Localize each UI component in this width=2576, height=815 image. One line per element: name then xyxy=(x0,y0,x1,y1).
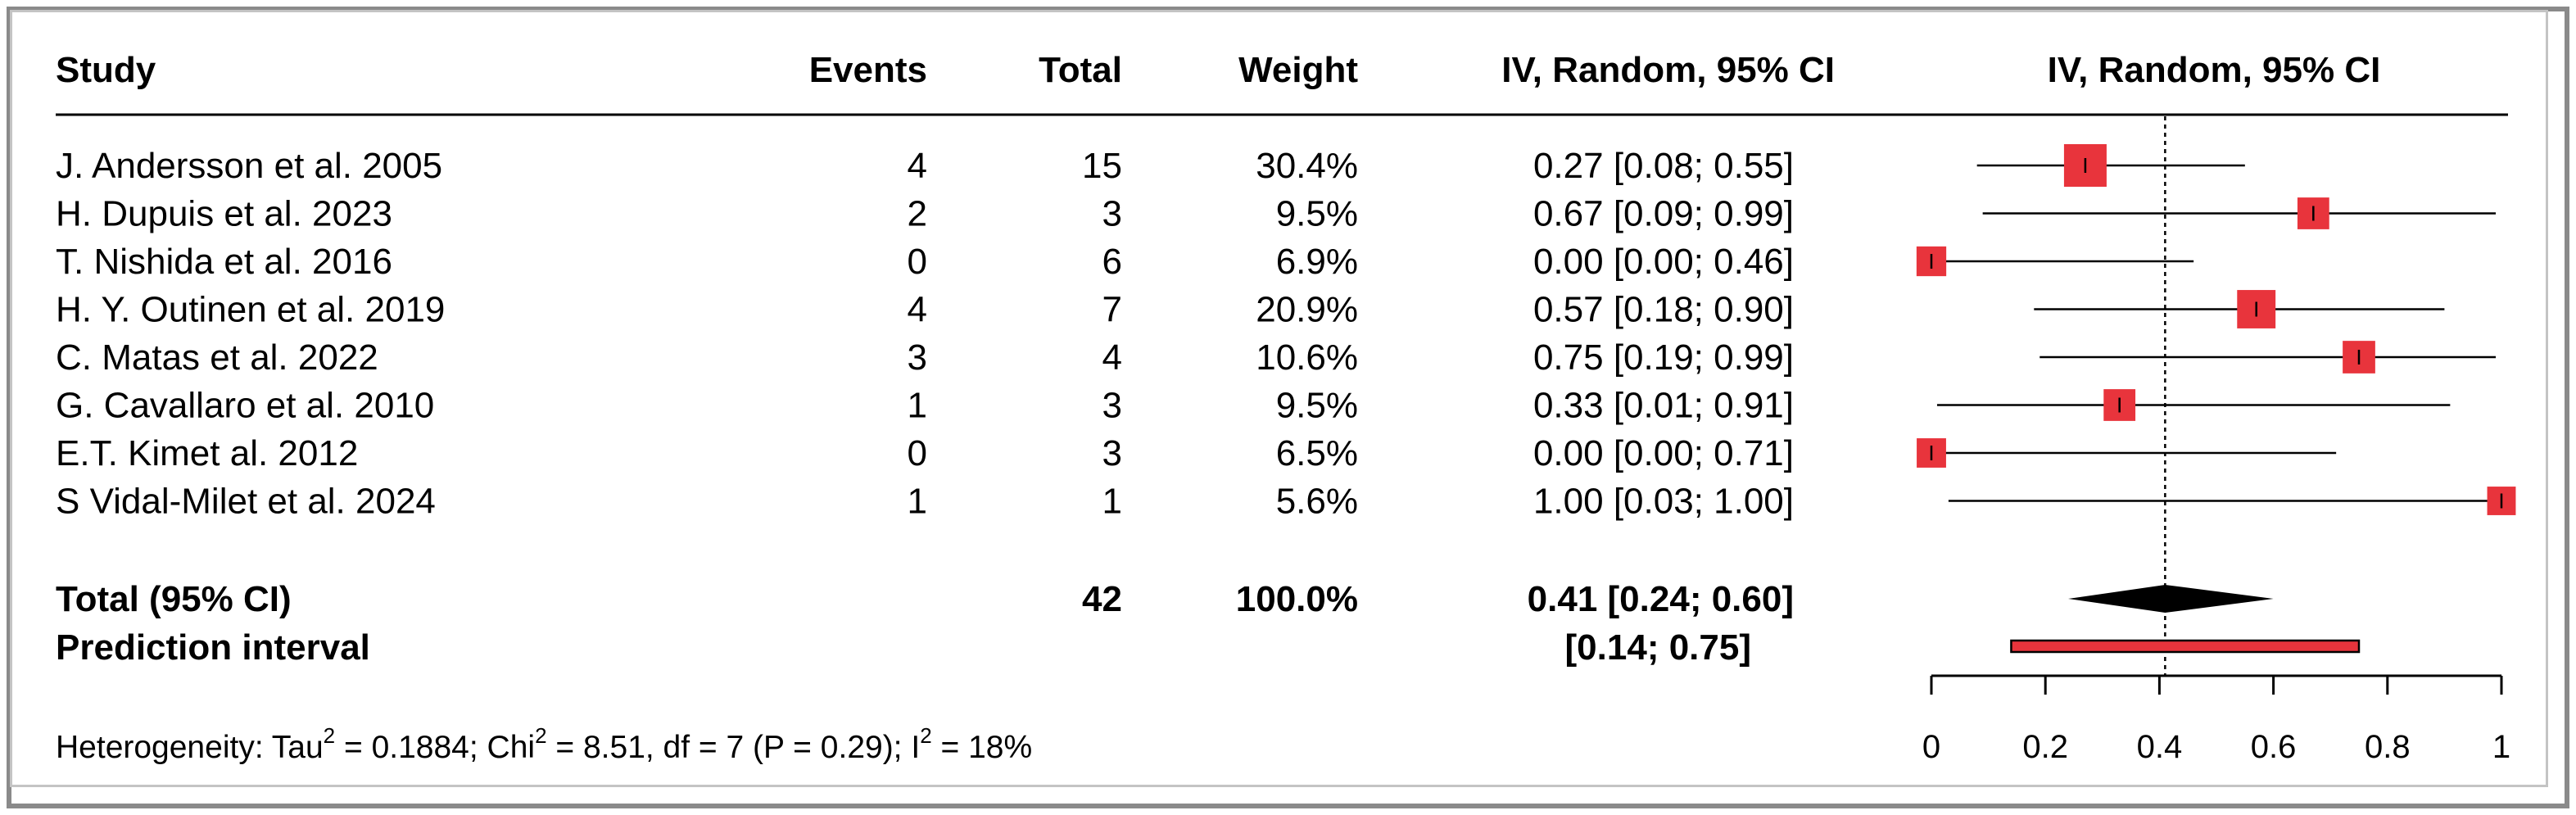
study-events: 0 xyxy=(908,242,927,282)
header-weight: Weight xyxy=(1238,50,1358,90)
study-total: 3 xyxy=(1102,386,1122,426)
heterogeneity-text: Heterogeneity: Tau2 = 0.1884; Chi2 = 8.5… xyxy=(56,723,1032,765)
pooled-estimate-diamond xyxy=(2068,585,2274,613)
study-weight: 9.5% xyxy=(1276,386,1358,426)
study-events: 1 xyxy=(908,482,927,522)
study-total: 6 xyxy=(1102,242,1122,282)
x-axis-tick-label: 0.8 xyxy=(2365,729,2411,765)
study-events: 3 xyxy=(908,337,927,378)
prediction-label: Prediction interval xyxy=(56,627,370,668)
total-ci: 0.41 [0.24; 0.60] xyxy=(1528,579,1794,619)
study-weight: 5.6% xyxy=(1276,482,1358,522)
header-total: Total xyxy=(1039,50,1122,90)
study-total: 4 xyxy=(1102,337,1122,378)
study-events: 1 xyxy=(908,386,927,426)
prediction-interval-bar xyxy=(2010,639,2361,654)
study-ci: 0.00 [0.00; 0.46] xyxy=(1533,242,1794,282)
study-name: H. Y. Outinen et al. 2019 xyxy=(56,290,445,330)
x-axis-tick-label: 0 xyxy=(1922,729,1940,765)
x-axis: 0 0.2 0.4 0.6 0.8 1 xyxy=(1922,674,2510,765)
study-total: 1 xyxy=(1102,482,1122,522)
total-n: 42 xyxy=(1082,579,1122,619)
study-events: 4 xyxy=(908,290,927,330)
study-weight: 10.6% xyxy=(1256,337,1358,378)
study-ci: 0.27 [0.08; 0.55] xyxy=(1533,146,1794,186)
x-axis-tick-label: 0.6 xyxy=(2251,729,2297,765)
x-axis-tick-label: 1 xyxy=(2492,729,2510,765)
study-events: 2 xyxy=(908,194,927,234)
study-ci: 0.00 [0.00; 0.71] xyxy=(1533,433,1794,473)
header-study: Study xyxy=(56,50,156,90)
study-name: G. Cavallaro et al. 2010 xyxy=(56,386,434,426)
total-weight: 100.0% xyxy=(1236,579,1358,619)
x-axis-tick-label: 0.4 xyxy=(2137,729,2183,765)
header-events: Events xyxy=(809,50,927,90)
study-total: 15 xyxy=(1082,146,1122,186)
study-total: 7 xyxy=(1102,290,1122,330)
study-name: T. Nishida et al. 2016 xyxy=(56,242,392,282)
study-events: 0 xyxy=(908,433,927,473)
study-total: 3 xyxy=(1102,433,1122,473)
study-events: 4 xyxy=(908,146,927,186)
study-name: C. Matas et al. 2022 xyxy=(56,337,378,378)
study-ci: 0.75 [0.19; 0.99] xyxy=(1533,337,1794,378)
study-name: H. Dupuis et al. 2023 xyxy=(56,194,392,234)
figure-inner-border xyxy=(10,10,2548,787)
study-name: S Vidal-Milet et al. 2024 xyxy=(56,482,436,522)
study-ci: 0.57 [0.18; 0.90] xyxy=(1533,290,1794,330)
study-rows: J. Andersson et al. 2005 4 15 30.4% 0.27 [0.… xyxy=(56,146,1794,522)
study-weight: 6.5% xyxy=(1276,433,1358,473)
study-weight: 6.9% xyxy=(1276,242,1358,282)
header-plot: IV, Random, 95% CI xyxy=(2048,50,2381,90)
study-name: J. Andersson et al. 2005 xyxy=(56,146,442,186)
x-axis-tick-label: 0.2 xyxy=(2022,729,2068,765)
total-label: Total (95% CI) xyxy=(56,579,292,619)
study-weight: 20.9% xyxy=(1256,290,1358,330)
study-weight: 9.5% xyxy=(1276,194,1358,234)
header-ci: IV, Random, 95% CI xyxy=(1501,50,1835,90)
study-ci: 1.00 [0.03; 1.00] xyxy=(1533,482,1794,522)
study-name: E.T. Kimet al. 2012 xyxy=(56,433,358,473)
plot-marks xyxy=(1916,116,2516,676)
study-total: 3 xyxy=(1102,194,1122,234)
study-ci: 0.67 [0.09; 0.99] xyxy=(1533,194,1794,234)
study-weight: 30.4% xyxy=(1256,146,1358,186)
study-ci: 0.33 [0.01; 0.91] xyxy=(1533,386,1794,426)
prediction-ci: [0.14; 0.75] xyxy=(1565,627,1751,668)
